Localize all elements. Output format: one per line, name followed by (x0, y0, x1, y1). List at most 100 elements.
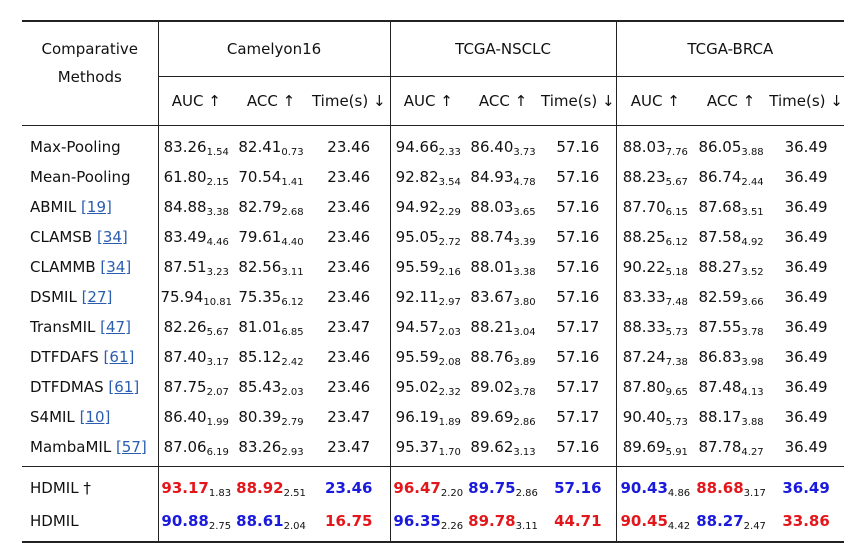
value-std: 3.73 (513, 147, 536, 158)
value-std: 3.66 (741, 297, 764, 308)
value-main: 90.45 (620, 512, 668, 530)
value-cell: 80.392.79 (234, 402, 308, 432)
value-main: 57.17 (556, 318, 600, 336)
value-cell: 88.612.04 (234, 505, 308, 543)
method-name: ABMIL [19] (22, 192, 158, 222)
value-main: 36.49 (784, 408, 828, 426)
value-main: 90.22 (622, 258, 666, 276)
value-std: 2.08 (438, 357, 461, 368)
citation-link[interactable]: [61] (103, 348, 135, 366)
value-std: 6.15 (665, 207, 688, 218)
value-std: 2.86 (513, 417, 536, 428)
method-label: TransMIL (30, 318, 101, 336)
value-cell: 89.752.86 (466, 466, 541, 505)
value-cell: 87.066.19 (157, 432, 234, 467)
value-cell: 57.16 (540, 432, 616, 467)
table-row: ABMIL [19] 84.883.38 82.792.68 23.46 94.922.… (22, 192, 844, 222)
value-cell: 23.46 (308, 372, 390, 402)
value-std: 5.18 (665, 267, 688, 278)
citation-link[interactable]: [57] (115, 438, 147, 456)
value-main: 87.48 (698, 378, 742, 396)
value-main: 36.49 (784, 138, 828, 156)
value-main: 36.49 (784, 318, 828, 336)
citation-link[interactable]: [34] (100, 258, 132, 276)
value-cell: 23.47 (308, 312, 390, 342)
value-main: 88.01 (470, 258, 514, 276)
citation-link[interactable]: [19] (81, 198, 112, 216)
value-main: 89.69 (470, 408, 514, 426)
value-main: 33.86 (782, 512, 830, 530)
value-cell: 84.934.78 (466, 162, 540, 192)
citation-link[interactable]: [61] (108, 378, 140, 396)
table-row: Mean-Pooling 61.802.15 70.541.41 23.46 92.82… (22, 162, 844, 192)
value-std: 2.42 (281, 357, 304, 368)
value-cell: 61.802.15 (157, 162, 234, 192)
value-std: 3.89 (513, 357, 536, 368)
value-main: 87.06 (163, 438, 207, 456)
value-main: 57.16 (556, 138, 600, 156)
value-cell: 88.683.17 (694, 466, 769, 505)
metric-header-auc: AUC ↑ (615, 76, 695, 126)
value-main: 82.79 (238, 198, 282, 216)
method-name: Mean-Pooling (22, 162, 158, 192)
value-std: 4.40 (281, 237, 304, 248)
value-main: 86.05 (698, 138, 742, 156)
value-std: 1.83 (208, 488, 232, 499)
citation-link[interactable]: [47] (100, 318, 131, 336)
value-cell: 88.235.67 (615, 162, 695, 192)
value-main: 85.43 (238, 378, 282, 396)
method-name: Max-Pooling (22, 126, 158, 163)
table-row: CLAMMB [34] 87.513.23 82.563.11 23.46 95.592… (22, 252, 844, 282)
method-name: DTFDAFS [61] (22, 342, 158, 372)
value-main: 57.17 (556, 408, 600, 426)
value-cell: 82.265.67 (157, 312, 234, 342)
value-cell: 87.683.51 (694, 192, 768, 222)
value-main: 96.19 (395, 408, 439, 426)
value-std: 2.51 (283, 488, 306, 499)
value-cell: 57.16 (540, 192, 616, 222)
value-cell: 16.75 (308, 505, 391, 543)
value-std: 10.81 (203, 297, 233, 308)
value-main: 57.16 (556, 168, 600, 186)
value-main: 88.33 (622, 318, 666, 336)
value-std: 2.68 (281, 207, 304, 218)
value-cell: 82.410.73 (234, 126, 308, 163)
value-cell: 36.49 (768, 372, 844, 402)
value-cell: 23.46 (308, 466, 391, 505)
citation-link[interactable]: [10] (79, 408, 111, 426)
metric-header-acc: ACC ↑ (694, 76, 769, 126)
method-name: MambaMIL [57] (22, 432, 158, 467)
value-cell: 82.792.68 (234, 192, 308, 222)
value-std: 1.41 (281, 177, 304, 188)
value-std: 4.86 (667, 488, 691, 499)
value-std: 2.72 (438, 237, 461, 248)
metric-header-time: Time(s) ↓ (308, 76, 391, 126)
value-cell: 23.46 (308, 252, 390, 282)
value-cell: 88.256.12 (615, 222, 695, 252)
value-main: 23.46 (327, 258, 371, 276)
value-main: 90.43 (620, 479, 668, 497)
value-std: 2.33 (438, 147, 461, 158)
value-main: 85.12 (238, 348, 282, 366)
citation-link[interactable]: [27] (81, 288, 113, 306)
value-main: 88.76 (470, 348, 514, 366)
value-std: 3.54 (438, 177, 461, 188)
value-std: 2.47 (743, 521, 766, 532)
citation-link[interactable]: [34] (96, 228, 128, 246)
value-main: 83.26 (238, 438, 282, 456)
method-name: CLAMSB [34] (22, 222, 158, 252)
value-std: 3.88 (741, 417, 764, 428)
value-std: 2.86 (515, 488, 538, 499)
value-cell: 36.49 (768, 432, 844, 467)
value-main: 88.03 (622, 138, 666, 156)
value-cell: 23.47 (308, 402, 390, 432)
value-std: 9.65 (665, 387, 688, 398)
value-main: 87.55 (698, 318, 742, 336)
value-cell: 90.225.18 (615, 252, 695, 282)
value-main: 84.93 (470, 168, 514, 186)
value-std: 4.13 (741, 387, 764, 398)
method-name: TransMIL [47] (22, 312, 158, 342)
value-main: 79.61 (238, 228, 282, 246)
value-cell: 90.454.42 (615, 505, 695, 543)
methods-header: Comparative Methods (22, 20, 158, 126)
